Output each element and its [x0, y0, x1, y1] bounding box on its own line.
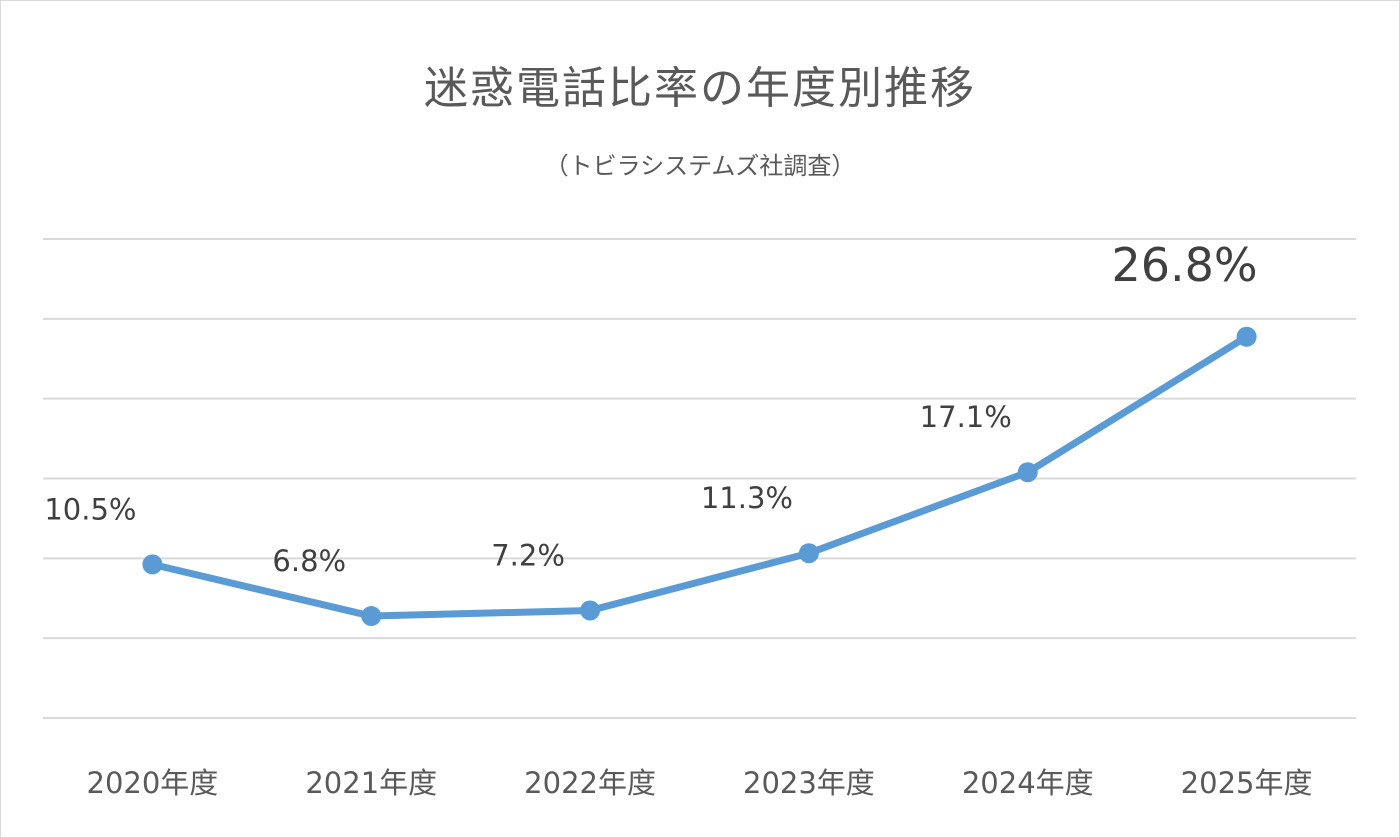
series-line [148, 333, 1251, 620]
chart-title: 迷惑電話比率の年度別推移 [424, 63, 976, 114]
x-tick-label: 2023年度 [743, 766, 875, 800]
x-tick-label: 2021年度 [305, 766, 437, 800]
data-label: 6.8% [272, 544, 346, 578]
data-point [1236, 326, 1257, 347]
data-label: 17.1% [920, 400, 1012, 434]
data-label: 7.2% [491, 538, 565, 572]
data-point [361, 606, 382, 627]
series-line-layer [148, 333, 1251, 620]
x-tick-label: 2024年度 [962, 766, 1094, 800]
data-point [142, 554, 163, 575]
data-point [798, 543, 819, 564]
data-labels: 10.5% 6.8% 7.2% 11.3% 17.1% 26.8% [44, 238, 1257, 578]
x-tick-label: 2025年度 [1181, 766, 1313, 800]
data-label: 10.5% [44, 492, 136, 526]
gridlines [43, 238, 1356, 719]
data-label: 26.8% [1112, 238, 1258, 292]
x-axis: 2020年度 2021年度 2022年度 2023年度 2024年度 2025年度 [87, 766, 1313, 800]
data-point [580, 600, 601, 621]
data-points [142, 326, 1257, 627]
data-label: 11.3% [701, 481, 793, 515]
chart-subtitle: （トビラシステムズ社調査） [544, 152, 856, 180]
x-tick-label: 2022年度 [524, 766, 656, 800]
x-tick-label: 2020年度 [87, 766, 219, 800]
data-point [1017, 462, 1038, 483]
